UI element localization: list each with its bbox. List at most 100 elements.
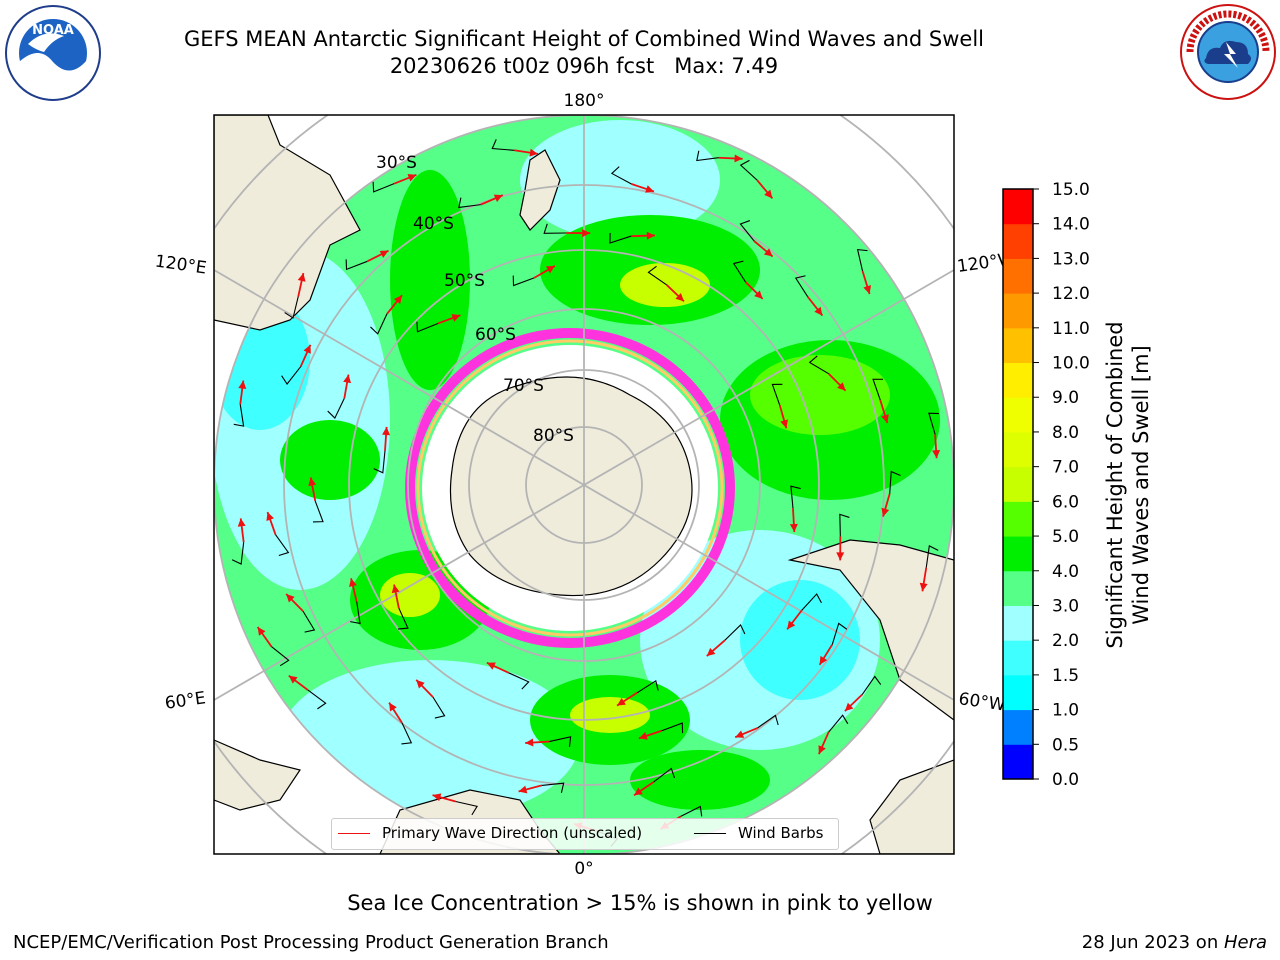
wind-barb [312,500,324,523]
wave-arrow-head [617,697,626,706]
wave-arrow-head [416,679,425,689]
colorbar-tick-label: 1.0 [1052,701,1079,721]
wave-arrow-head [286,594,295,603]
wind-barb [609,232,632,244]
wave-arrow-head [389,702,397,712]
antarctica [449,376,693,597]
wind-barb [801,593,822,611]
wind-barb [732,260,747,283]
colorbar-swatch [1003,397,1033,433]
wave-arrow-head [837,382,846,391]
colorbar-tick-label: 4.0 [1052,562,1079,582]
colorbar-tick-label: 2.0 [1052,631,1079,651]
nws-logo [1180,4,1276,100]
wave-arrow-head [638,732,648,740]
lat-label-60s: 60°S [475,325,516,345]
graticule [214,115,954,854]
wind-barb [307,689,327,710]
wind-barb [861,675,882,695]
wind-barb [370,313,388,335]
wave-arrow-head [546,265,555,274]
wave-arrow-head [763,248,773,257]
wind-barb [647,265,667,286]
colorbar-swatch [1003,293,1033,329]
wind-barb [872,378,884,401]
wind-barb [808,355,829,375]
wave-arrow-head [787,620,796,630]
colorbar-swatch [1003,536,1033,572]
colorbar-tick-label: 10.0 [1052,354,1090,374]
wave-arrow-head [391,584,400,594]
colorbar-tick-label: 9.0 [1052,388,1079,408]
wind-barb [739,220,755,242]
wind-barb [790,485,801,509]
colorbar-swatch [1003,640,1033,676]
colorbar-swatch [1003,466,1033,502]
lat-label-70s: 70°S [503,376,544,396]
wave-arrow-head [844,702,854,712]
lat-label-40s: 40°S [413,214,454,234]
wind-barb [739,159,758,181]
sea-ice-note: Sea Ice Concentration > 15% is shown in … [347,891,933,915]
wind-barb [275,534,290,556]
legend-swatch-red-line [338,832,370,834]
wind-barb [794,275,809,297]
wave-arrow-head [735,730,745,738]
wind-barb [397,607,409,630]
colorbar-frame [1002,188,1034,780]
wind-barb [455,800,478,816]
wave-arrow-head [237,518,246,527]
wind-barb [925,544,939,568]
footer-branch: NCEP/EMC/Verification Post Processing Pr… [13,932,609,953]
wave-arrow-head [525,738,534,747]
wind-barb [327,397,345,419]
wave-arrow-head [493,194,503,202]
legend-item-wind-barbs: Wind Barbs [694,824,823,842]
colorbar-swatch [1003,570,1033,606]
colorbar-tick-label: 8.0 [1052,423,1079,443]
colorbar-swatch [1003,674,1033,711]
wave-arrow-head [645,185,654,193]
wind-barb [549,736,572,747]
legend-swatch-black-line [694,832,726,834]
wind-barb [856,248,868,272]
lon-label-180: 180° [564,91,605,111]
wind-barb [350,601,361,625]
wave-arrows-and-wind-barbs [231,139,941,847]
wind-barb [271,646,290,667]
wind-barb [610,166,632,185]
wind-barb [401,722,413,745]
wind-barb [233,404,245,427]
colorbar-swatch [1003,327,1033,364]
wind-barb [373,450,386,474]
wave-arrow-head [238,380,247,390]
colorbar-swatch [1003,605,1033,641]
wave-arrow-head [297,273,306,282]
wind-barb [543,223,567,234]
wind-barb [302,610,316,633]
wind-barb [636,679,659,694]
wind-barb [771,383,783,406]
lat-label-30s: 30°S [376,153,417,173]
wave-arrow-head [349,578,357,588]
wave-arrow-head [518,785,528,794]
wind-barb [680,805,703,817]
colorbar-tick-label: 13.0 [1052,249,1090,269]
lat-label-80s: 80°S [533,426,574,446]
wave-arrow-head [734,154,743,163]
wave-arrow-head [432,793,442,802]
sea-ice-ring [405,328,735,648]
title-line-2: 20230626 t00z 096h fcst Max: 7.49 [389,54,779,78]
footer-date-text: 28 Jun 2023 on [1081,932,1224,953]
legend-item-wave-direction: Primary Wave Direction (unscaled) [338,824,642,842]
wave-arrow-head [863,285,872,294]
wind-barb [345,259,368,271]
wave-arrow-head [919,582,928,592]
colorbar-tick-label: 14.0 [1052,215,1090,235]
wave-arrow-head [303,344,311,354]
wave-arrow-head [764,189,773,199]
colorbar-tick-label: 15.0 [1052,180,1090,200]
wave-arrow-head [706,647,716,657]
wave-arrow-head [836,552,845,561]
